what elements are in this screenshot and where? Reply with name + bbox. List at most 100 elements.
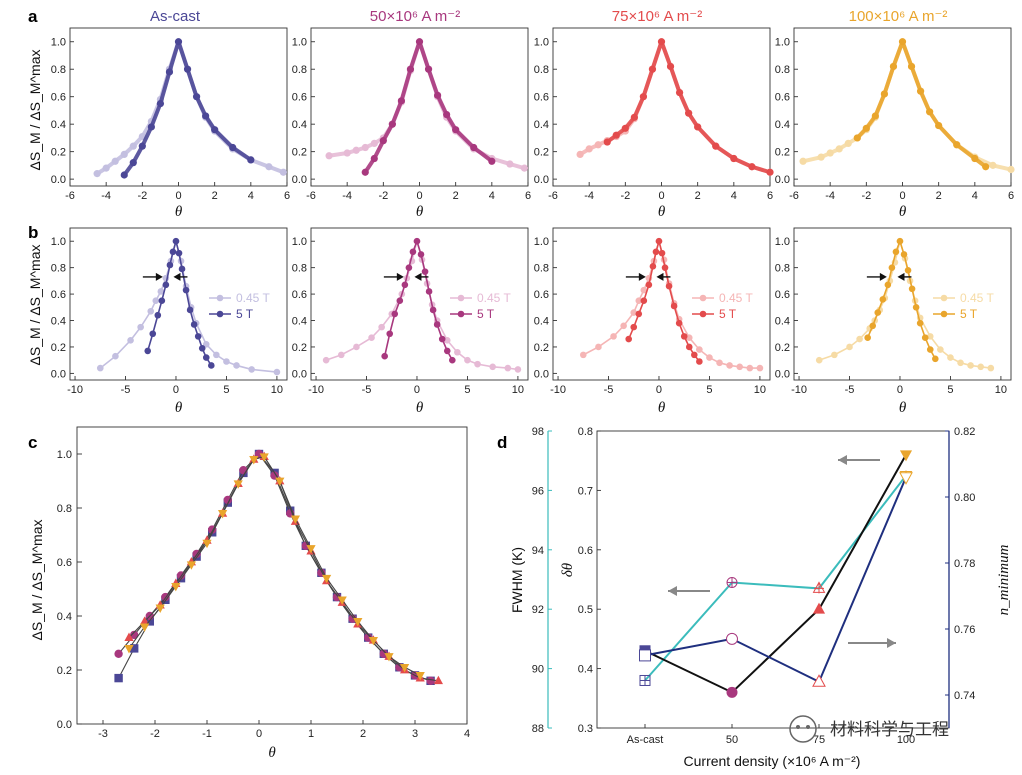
panel-b-point bbox=[378, 323, 385, 331]
panel-b-point bbox=[670, 302, 678, 310]
dtheta-line bbox=[644, 454, 907, 694]
x-tick-label: 2 bbox=[212, 190, 218, 202]
panel-b-point bbox=[640, 297, 648, 304]
panel-c-point bbox=[415, 672, 425, 681]
panel-a-point bbox=[1007, 165, 1015, 174]
category-label: As-cast bbox=[627, 734, 664, 746]
panel-b-point bbox=[635, 297, 643, 304]
panel-a-point bbox=[898, 38, 907, 46]
current-density-xlabel: Current density (×10⁶ A m⁻²) bbox=[684, 753, 861, 769]
arrow-to-nmin-axis-head bbox=[887, 638, 896, 648]
legend-label-5T: 5 T bbox=[960, 307, 978, 321]
panel-b-point bbox=[658, 249, 666, 257]
panel-b-point bbox=[194, 333, 202, 340]
watermark-logo-eye-icon bbox=[796, 725, 800, 729]
panel-a-point bbox=[406, 65, 415, 73]
legend-marker-045T bbox=[216, 294, 224, 302]
category-label: 50 bbox=[726, 734, 738, 746]
x-tick-label: -4 bbox=[584, 190, 594, 202]
panel-b-point bbox=[864, 334, 871, 342]
panel-b-point bbox=[144, 347, 152, 355]
panel-c-point bbox=[233, 480, 243, 489]
panel-a-point bbox=[147, 123, 155, 131]
x-tick-label: 6 bbox=[284, 190, 290, 202]
arrow-to-dtheta-axis-head bbox=[838, 455, 847, 465]
panel-c-point bbox=[223, 495, 232, 505]
panel-c-point bbox=[139, 623, 150, 632]
panel-c-series-line bbox=[118, 453, 431, 682]
y-tick-label: 0.4 bbox=[51, 119, 66, 131]
y-tick-label: 0.0 bbox=[534, 174, 549, 186]
panel-b-point bbox=[162, 281, 170, 289]
panel-b-point bbox=[921, 334, 929, 342]
fwhm-tick-label: 96 bbox=[532, 485, 544, 497]
panel-b-point bbox=[443, 337, 451, 344]
x-tick-label: 4 bbox=[731, 190, 737, 202]
panel-b-xlabel: θ bbox=[175, 400, 183, 416]
fwhm-tick-label: 92 bbox=[532, 604, 544, 616]
panel-a-point bbox=[826, 149, 834, 157]
panel-c-point bbox=[130, 630, 139, 640]
panel-a-series-line bbox=[579, 39, 771, 175]
panel-a-point bbox=[247, 156, 255, 164]
panel-b-point bbox=[337, 351, 345, 359]
panel-a-point bbox=[576, 150, 584, 158]
panel-b-point bbox=[645, 281, 653, 289]
x-tick-label: -5 bbox=[604, 384, 614, 396]
panel-b-point bbox=[152, 297, 160, 304]
panel-b-point bbox=[149, 330, 157, 338]
legend-marker-5T bbox=[216, 310, 224, 318]
x-tick-label: 2 bbox=[360, 728, 366, 740]
plot-layer: -6 -4 -2 0 2 4 60.00.20.40.60.81.0θ-6 -4 -2 0 2 4 6θ… bbox=[51, 27, 1015, 761]
x-tick-label: 5 bbox=[464, 384, 470, 396]
x-tick-label: 2 bbox=[695, 190, 701, 202]
y-tick-label: 0.0 bbox=[51, 368, 66, 380]
dtheta-axis-label: δθ bbox=[560, 562, 576, 577]
y-tick-label: 0.4 bbox=[51, 316, 66, 328]
panel-b-series-line bbox=[866, 238, 937, 360]
panel-b-point bbox=[433, 321, 441, 328]
panel-a-point bbox=[835, 145, 843, 153]
panel-b-point bbox=[947, 354, 954, 361]
x-tick-label: 3 bbox=[412, 728, 418, 740]
x-tick-label: 0 bbox=[658, 190, 664, 202]
panel-b-point bbox=[464, 356, 471, 364]
panel-a-point bbox=[433, 91, 442, 99]
panel-b-point bbox=[831, 351, 838, 359]
panel-a-point bbox=[120, 171, 128, 179]
panel-b-point bbox=[396, 297, 404, 304]
y-tick-label: 0.4 bbox=[775, 119, 790, 131]
panel-b-point bbox=[926, 333, 934, 340]
panel-b-point bbox=[405, 264, 413, 271]
legend-marker-045T bbox=[940, 294, 948, 302]
x-tick-label: 0 bbox=[173, 384, 179, 396]
y-tick-label: 0.2 bbox=[292, 147, 307, 159]
y-tick-label: 0.0 bbox=[292, 368, 307, 380]
panel-b-series-line bbox=[383, 238, 454, 361]
panel-b-point bbox=[353, 343, 360, 351]
panel-b-point bbox=[696, 346, 703, 353]
panel-a-point bbox=[488, 157, 496, 165]
fwhm-axis-label: FWHM (K) bbox=[509, 547, 525, 613]
x-tick-label: -2 bbox=[861, 190, 871, 202]
arrow-to-fwhm-axis-head bbox=[668, 586, 677, 596]
panel-b-point bbox=[869, 322, 877, 330]
ylabel-row-a: ΔS_M / ΔS_M^max bbox=[27, 50, 43, 171]
panel-c-point bbox=[139, 616, 150, 625]
panel-b-point bbox=[186, 306, 194, 314]
panel-a-point bbox=[982, 163, 990, 171]
y-tick-label: 0.4 bbox=[534, 316, 549, 328]
nmin-point bbox=[639, 649, 651, 662]
panel-b-point bbox=[386, 330, 394, 338]
panel-c-point bbox=[353, 618, 363, 627]
panel-c-point bbox=[145, 617, 154, 626]
y-tick-label: 0.8 bbox=[51, 263, 66, 275]
panel-b-point bbox=[610, 333, 617, 340]
panel-a-point bbox=[666, 62, 675, 71]
panel-a-xlabel: θ bbox=[899, 204, 907, 220]
y-tick-label: 0.0 bbox=[57, 719, 72, 731]
panel-b-point bbox=[579, 351, 587, 359]
panel-b-point bbox=[746, 364, 754, 372]
panel-a-xlabel: θ bbox=[175, 204, 183, 220]
